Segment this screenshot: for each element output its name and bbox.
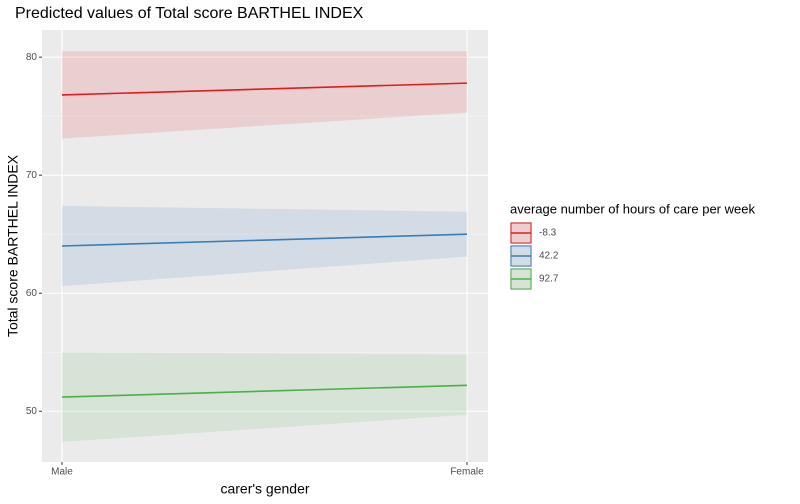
confidence-band	[62, 352, 467, 442]
marks	[61, 51, 468, 442]
legend-label: -8.3	[539, 228, 557, 239]
legend-label: 92.7	[539, 274, 559, 285]
chart-title: Predicted values of Total score BARTHEL …	[15, 5, 364, 22]
line	[61, 82, 468, 96]
x-axis-label: carer's gender	[220, 481, 309, 497]
x-tick-label: Male	[51, 467, 73, 478]
confidence-band	[62, 205, 467, 287]
grid	[42, 30, 488, 462]
y-tick-label: 80	[26, 52, 38, 63]
line	[61, 384, 468, 398]
y-tick-label: 50	[26, 406, 38, 417]
confidence-band	[62, 51, 467, 139]
legend-label: 42.2	[539, 251, 559, 262]
line	[61, 233, 468, 247]
legend-title: average number of hours of care per week	[510, 201, 755, 216]
y-axis-label: Total score BARTHEL INDEX	[5, 154, 21, 337]
panel	[42, 30, 488, 462]
y-tick-label: 60	[26, 288, 38, 299]
x-tick-label: Female	[450, 467, 484, 478]
y-tick-label: 70	[26, 170, 38, 181]
